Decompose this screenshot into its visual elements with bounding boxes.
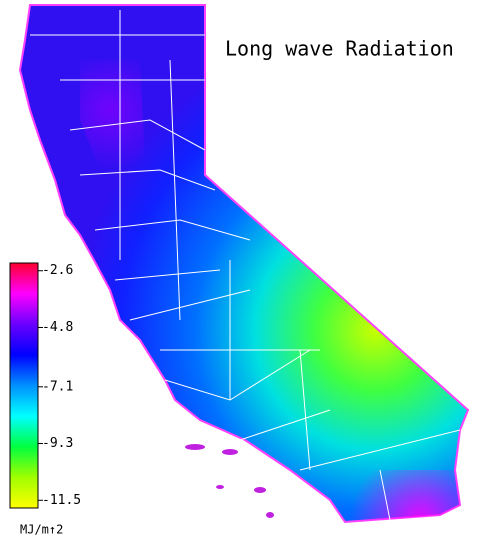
colorbar-tick-label: -2.6: [42, 263, 73, 278]
county-lines: [30, 10, 461, 521]
colorbar: -2.6 -4.8 -7.1 -9.3 -11.5: [9, 262, 81, 509]
colorbar-unit: MJ/m↑2: [20, 523, 63, 537]
colorbar-tick-label: -7.1: [42, 379, 73, 394]
colorbar-tick-label: -9.3: [42, 436, 73, 451]
colorbar-tick-label: -4.8: [42, 320, 73, 335]
south-shading: [300, 470, 460, 522]
colorbar-tick-label: -11.5: [42, 493, 81, 508]
california-map: [18, 4, 470, 524]
map-title: Long wave Radiation: [225, 37, 454, 61]
islands: [185, 444, 274, 518]
colorbar-bar: [9, 262, 39, 509]
north-shading: [80, 60, 145, 170]
